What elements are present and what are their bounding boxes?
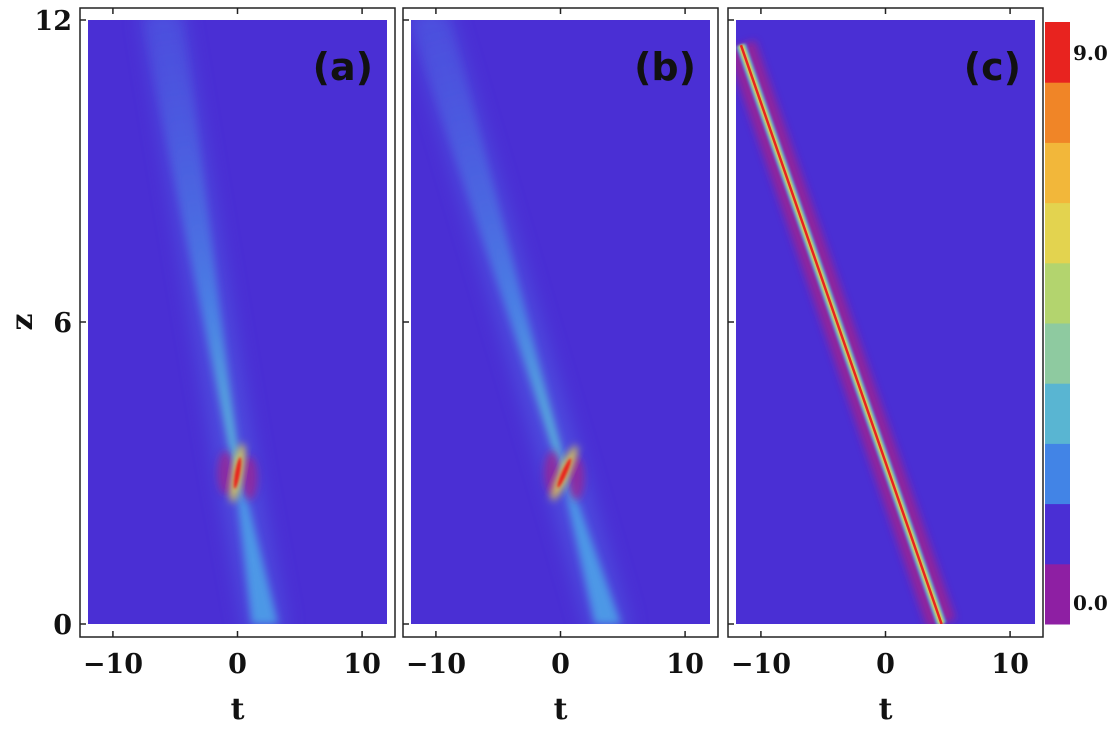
colorbar-swatch (1045, 323, 1070, 384)
ridge-lower-lobe (561, 473, 621, 624)
x-tick-label: −10 (406, 649, 466, 680)
colorbar-swatch (1045, 22, 1070, 83)
heatmap-panel-3 (736, 20, 1035, 624)
ridge-upper-lobe (142, 20, 241, 473)
x-tick-label: 0 (876, 649, 895, 680)
ridge-lower-lobe (234, 473, 278, 624)
y-tick-label: 6 (53, 308, 72, 339)
panel-label-1: (a) (313, 45, 373, 89)
colorbar-swatch (1045, 202, 1070, 264)
x-axis-title-2: t (554, 692, 568, 727)
panel-label-3: (c) (964, 45, 1021, 89)
x-axis-title-1: t (231, 692, 245, 727)
y-tick-label: 0 (53, 610, 72, 641)
colorbar-swatch (1045, 503, 1070, 565)
peak-side-wing-right (241, 456, 258, 500)
colorbar-swatch (1045, 383, 1070, 444)
colorbar-swatch (1045, 443, 1070, 505)
heatmap-background (736, 20, 1035, 624)
colorbar-swatch (1045, 262, 1070, 324)
x-axis-title-3: t (879, 692, 893, 727)
y-axis-title: z (5, 313, 40, 330)
x-tick-label: 0 (228, 649, 247, 680)
peak-red-core (557, 458, 572, 488)
peak-side-wing-left (217, 451, 234, 495)
x-tick-label: −10 (731, 649, 791, 680)
y-tick-label: 12 (34, 6, 72, 37)
colorbar-swatch (1045, 142, 1070, 204)
colorbar-min-label: 0.0 (1073, 591, 1108, 615)
colorbar-swatch (1045, 82, 1070, 143)
colorbar: 9.0 0.0 (1045, 22, 1108, 625)
x-tick-label: 10 (991, 649, 1029, 680)
heatmap-panel-2 (411, 20, 710, 624)
soliton-red-core (739, 44, 943, 624)
colorbar-swatch (1045, 563, 1070, 625)
panel-label-2: (b) (634, 45, 696, 89)
x-tick-label: 10 (343, 649, 381, 680)
x-tick-label: 0 (551, 649, 570, 680)
colorbar-max-label: 9.0 (1073, 41, 1108, 65)
heatmap-panel-1 (88, 20, 387, 624)
x-tick-label: −10 (83, 649, 143, 680)
peak-red-core (233, 457, 242, 489)
ridge-upper-lobe (411, 20, 568, 473)
x-tick-label: 10 (666, 649, 704, 680)
peak-side-wing-right (568, 456, 585, 500)
